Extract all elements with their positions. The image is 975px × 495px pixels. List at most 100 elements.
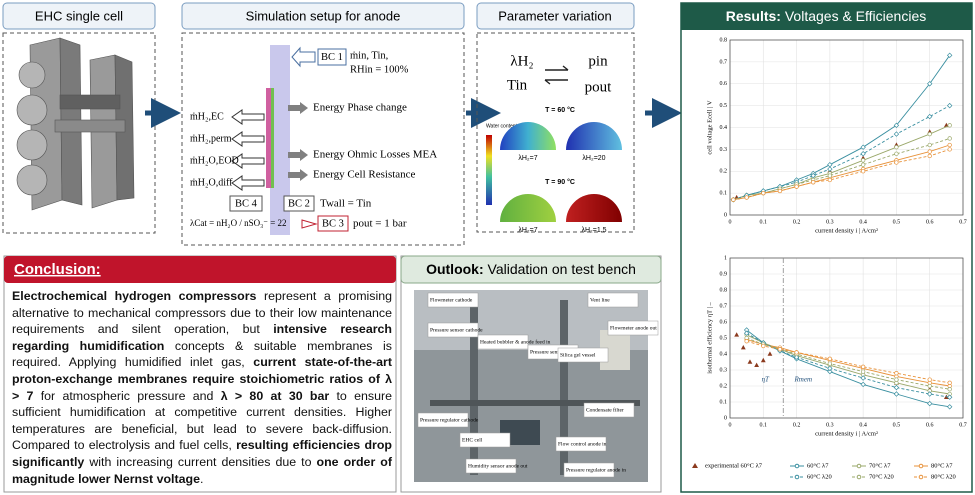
data-point [760,357,766,363]
data-point [947,123,952,128]
data-point [894,371,899,376]
bc-label: BC 3 [322,218,344,229]
data-point [927,377,932,382]
bc-text: pout = 1 bar [353,218,407,230]
data-point [827,173,833,178]
data-point [860,162,866,167]
data-point [744,195,749,200]
energy-arrow [288,102,308,114]
bc-box [283,195,315,212]
y-tick-label: 0.4 [720,351,728,357]
bold-text: resulting efficiencies drop significantl… [12,438,392,469]
y-tick-label: 1 [724,255,727,261]
callout-box [477,334,529,350]
data-point [860,375,866,381]
y-tick-label: 0.8 [720,287,728,293]
data-point [767,351,773,356]
bold-text: current state-of-the-art proton-exchange… [12,355,392,403]
data-point [927,113,933,120]
callout-box [427,292,479,308]
legend-marker [856,474,862,480]
bold-text: Electrochemical hydrogen compressors [12,289,257,303]
data-point [927,153,932,159]
x-tick-label: 0.6 [926,219,934,225]
data-point [946,394,953,400]
legend-label: 70°C λ20 [869,473,894,480]
data-point [740,345,746,350]
data-point [734,332,740,337]
data-point [793,354,800,360]
y-tick-label: 0.8 [720,37,728,43]
text: represent a promising alternative to mec… [12,289,392,337]
x-tick-label: 0.3 [826,219,834,225]
bc-label: BC 1 [321,52,343,63]
param-symbol: Tin [507,77,528,93]
flux-arrow [231,153,265,169]
x-tick-label: 0.2 [793,219,801,225]
y-tick-label: 0.6 [720,81,728,87]
flux-label: ṁH₂O,EOD [190,155,239,166]
panel-header [400,255,662,284]
x-tick-label: 0.4 [859,422,867,428]
colorbar [486,135,492,205]
legend-label: 60°C λ20 [807,473,832,480]
test-bench-photo [414,290,648,482]
legend-label: experimental 60°C λ7 [705,462,763,469]
panel-frame [476,32,635,233]
callout-label: EHC cell [462,437,483,443]
data-point [827,361,833,366]
callout-label: Flow control anode in [558,441,607,447]
callout-box [465,458,517,474]
y-tick-label: 0.9 [720,271,728,277]
data-point [860,144,866,150]
data-point [946,52,953,59]
data-point [894,151,899,156]
panel-header [181,2,465,30]
legend-marker [918,463,924,469]
swap-arrows [544,65,569,85]
plot-frame [729,257,964,419]
data-point [794,184,799,189]
data-point [827,356,833,361]
energy-arrow [288,149,308,161]
y-axis-label: isothermal efficiency ηT | – [706,301,713,373]
text: with increasing current densities due to [84,454,317,469]
x-axis-label: current density i | A/cm² [815,430,878,437]
title-rest: Voltages & Efficiencies [781,8,926,24]
legend-marker [856,463,862,469]
param-symbol: λH₂ [510,53,533,69]
legend-label: 80°C λ7 [931,462,953,469]
data-point [893,384,900,391]
callout-box [417,412,469,428]
x-tick-label: 0 [729,219,732,225]
data-point [827,177,833,183]
data-point [893,131,900,137]
panel-header [2,2,156,30]
legend-marker [794,463,800,469]
series-line [733,105,950,201]
y-tick-label: 0.1 [720,399,728,405]
energy-label: Energy Phase change [313,102,407,114]
bc-box [229,195,263,212]
data-point [860,369,866,374]
y-tick-label: 0.6 [720,319,728,325]
callout-label: Flowmeter anode out [610,325,657,331]
callout-box [607,320,659,336]
data-point [731,197,736,202]
data-point [893,391,900,397]
bold-text: λ > 80 at 30 bar [220,388,330,403]
data-point [947,387,952,392]
bc-label: BC 2 [288,198,310,209]
water-content-map [566,122,622,150]
param-symbol: pin [588,53,608,69]
y-tick-label: 0.5 [720,335,728,341]
legend-marker [692,463,698,468]
callout-label: Vent line [590,297,610,303]
param-symbol: pout [585,79,613,95]
x-tick-label: 0.7 [959,219,967,225]
energy-label: Energy Ohmic Losses MEA [313,149,437,161]
data-point [927,131,932,137]
title-rest: Validation on test bench [484,261,636,277]
inlet-arrow [291,46,316,68]
legend-label: 80°C λ20 [931,473,956,480]
